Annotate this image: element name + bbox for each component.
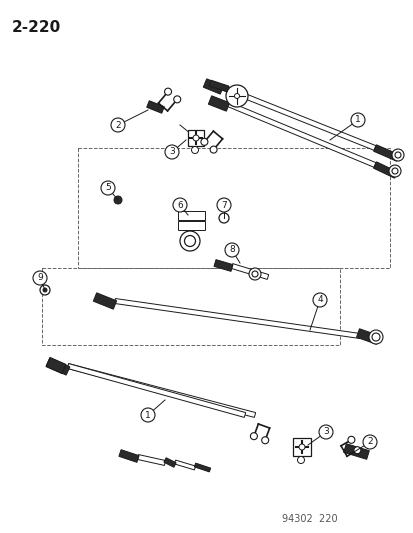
Polygon shape <box>194 463 210 472</box>
Polygon shape <box>208 96 229 111</box>
Text: 1: 1 <box>354 116 360 125</box>
Circle shape <box>250 433 257 440</box>
Polygon shape <box>164 458 176 467</box>
Circle shape <box>141 408 154 422</box>
Circle shape <box>218 213 228 223</box>
Circle shape <box>347 437 354 443</box>
Polygon shape <box>214 260 233 271</box>
Circle shape <box>173 198 187 212</box>
Text: 94302  220: 94302 220 <box>282 514 337 524</box>
Circle shape <box>216 198 230 212</box>
Circle shape <box>248 268 260 280</box>
Polygon shape <box>356 329 379 344</box>
Circle shape <box>350 113 364 127</box>
Circle shape <box>388 165 400 177</box>
Text: 3: 3 <box>322 427 328 437</box>
Polygon shape <box>178 221 204 230</box>
Circle shape <box>43 288 47 292</box>
Circle shape <box>33 271 47 285</box>
Polygon shape <box>46 358 66 374</box>
Bar <box>292 438 310 456</box>
Bar <box>188 130 204 146</box>
Circle shape <box>371 333 379 341</box>
Circle shape <box>394 152 400 158</box>
Text: 2: 2 <box>366 438 372 447</box>
Text: 6: 6 <box>177 200 183 209</box>
Polygon shape <box>46 358 70 375</box>
Polygon shape <box>209 80 228 92</box>
Text: 9: 9 <box>37 273 43 282</box>
Text: 3: 3 <box>169 148 174 157</box>
Polygon shape <box>67 364 245 417</box>
Circle shape <box>209 146 216 153</box>
Text: 2-220: 2-220 <box>12 20 61 35</box>
Circle shape <box>298 444 304 450</box>
Circle shape <box>164 88 171 95</box>
Polygon shape <box>146 101 164 113</box>
Circle shape <box>318 425 332 439</box>
Circle shape <box>111 118 125 132</box>
Polygon shape <box>221 85 375 150</box>
Text: 4: 4 <box>316 295 322 304</box>
Circle shape <box>312 293 326 307</box>
Polygon shape <box>226 102 375 167</box>
Circle shape <box>191 147 198 154</box>
Polygon shape <box>67 364 255 417</box>
Circle shape <box>180 231 199 251</box>
Circle shape <box>391 149 403 161</box>
Circle shape <box>101 181 115 195</box>
Circle shape <box>165 145 178 159</box>
Polygon shape <box>231 264 268 279</box>
Circle shape <box>40 285 50 295</box>
Circle shape <box>261 437 268 444</box>
Polygon shape <box>373 145 399 161</box>
Circle shape <box>353 447 360 454</box>
Polygon shape <box>119 450 139 462</box>
Circle shape <box>184 236 195 246</box>
Circle shape <box>192 135 199 141</box>
Polygon shape <box>373 162 396 178</box>
Text: 8: 8 <box>228 246 234 254</box>
Polygon shape <box>93 293 116 309</box>
Polygon shape <box>343 443 368 459</box>
Circle shape <box>234 93 239 99</box>
Text: 2: 2 <box>115 120 121 130</box>
Circle shape <box>225 85 247 107</box>
Circle shape <box>114 196 122 204</box>
Polygon shape <box>178 211 204 220</box>
Text: 7: 7 <box>221 200 226 209</box>
Text: 1: 1 <box>145 410 150 419</box>
Polygon shape <box>174 460 195 470</box>
Circle shape <box>297 456 304 464</box>
Circle shape <box>368 330 382 344</box>
Polygon shape <box>137 455 165 465</box>
Circle shape <box>224 243 238 257</box>
Text: 5: 5 <box>105 183 111 192</box>
Circle shape <box>200 139 207 146</box>
Circle shape <box>173 96 180 103</box>
Polygon shape <box>203 79 223 94</box>
Circle shape <box>362 435 376 449</box>
Polygon shape <box>114 298 359 338</box>
Circle shape <box>252 271 257 277</box>
Circle shape <box>391 168 397 174</box>
